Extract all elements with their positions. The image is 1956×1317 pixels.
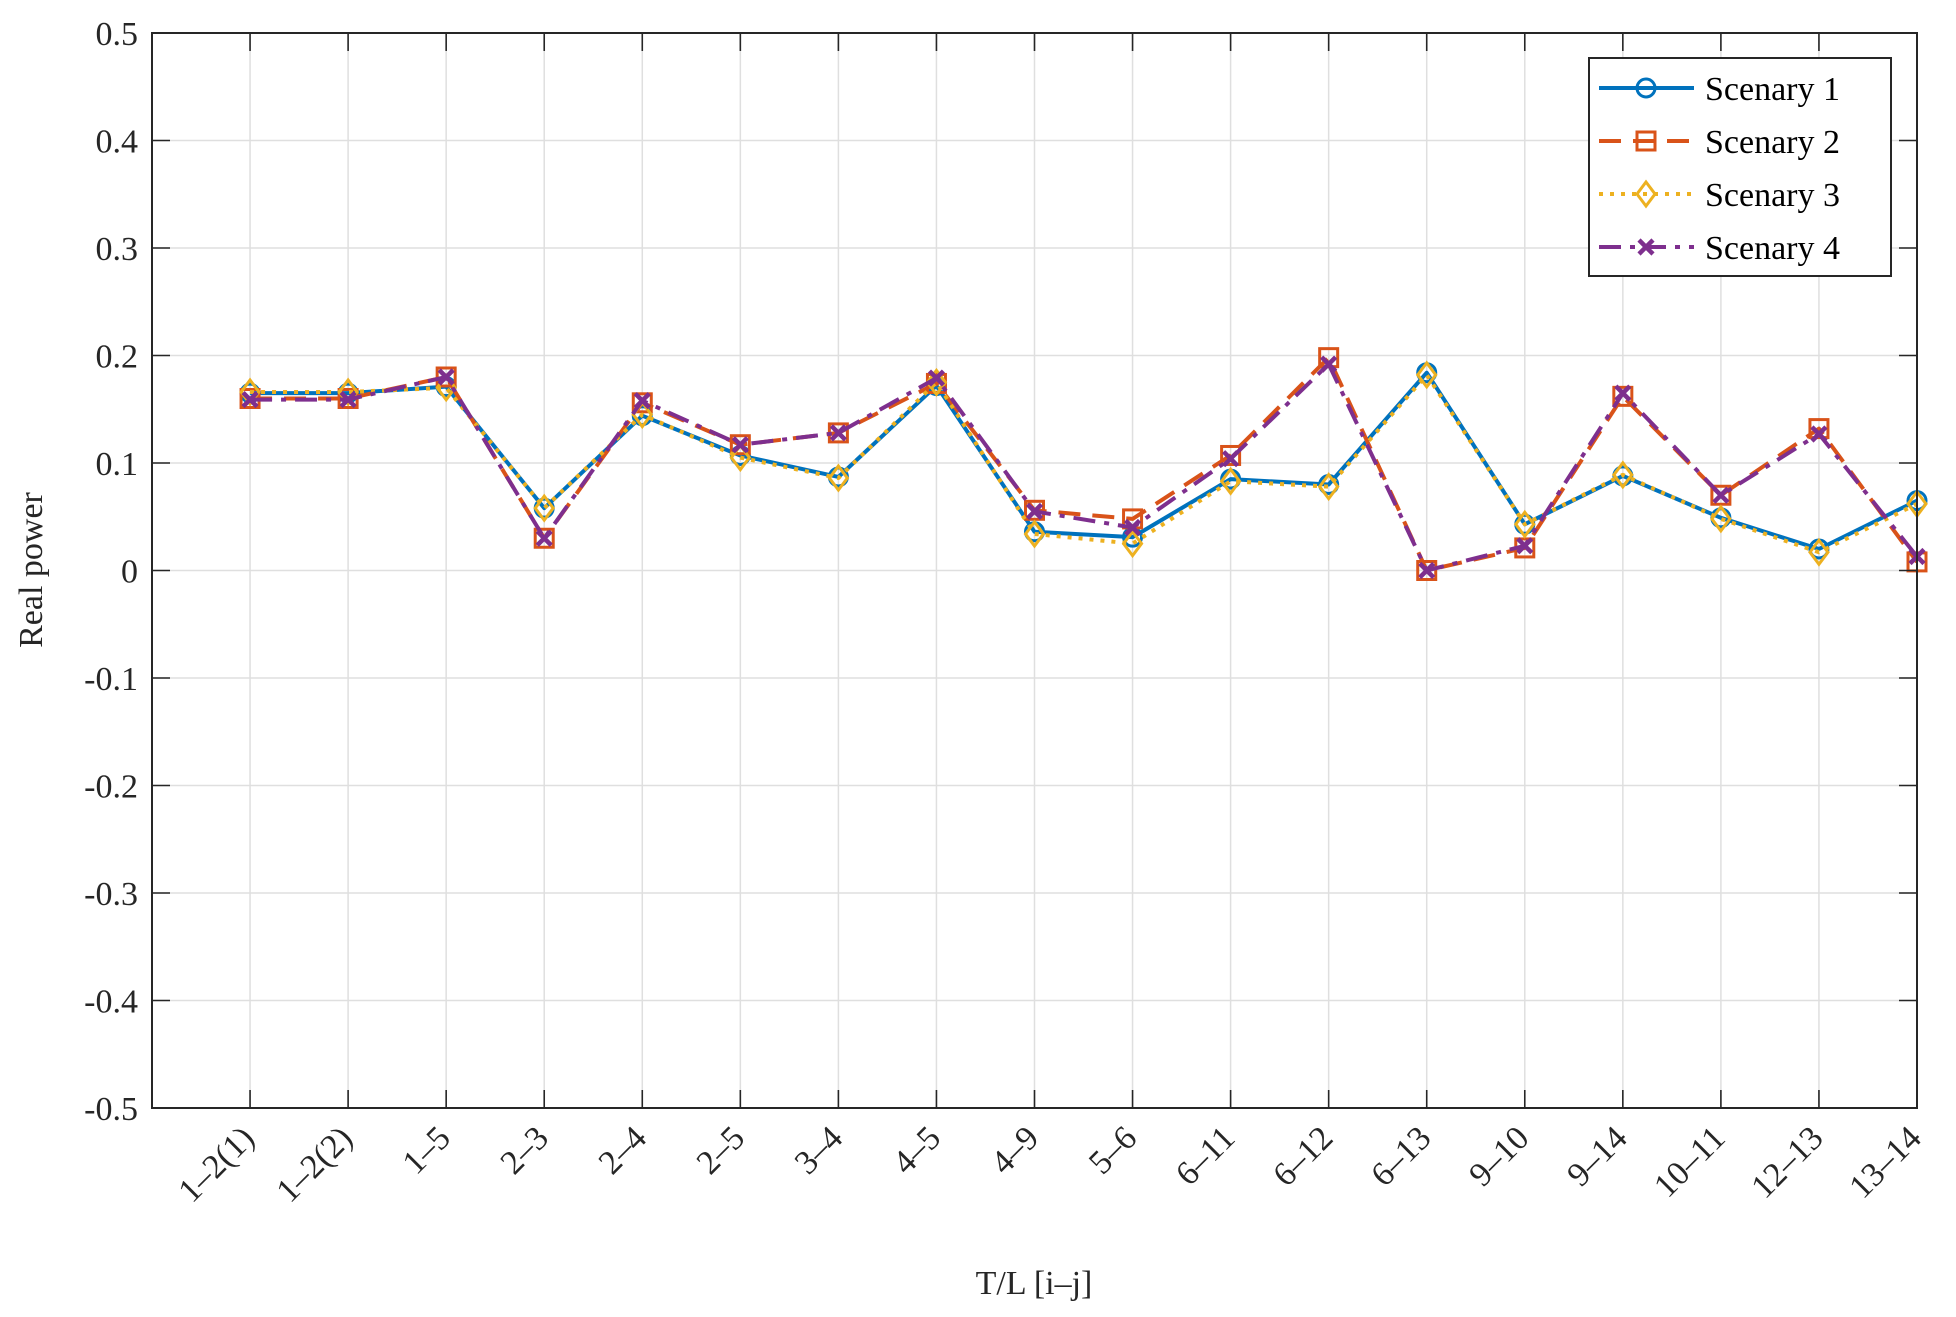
diamond-marker-icon xyxy=(1121,529,1144,559)
diamond-marker-icon xyxy=(1808,537,1830,567)
x-tick-label: 1–2(1) xyxy=(171,1119,261,1209)
x-marker-icon xyxy=(731,436,749,454)
legend-item-4: Scenary 4 xyxy=(1599,230,1840,267)
x-tick-label: 3–4 xyxy=(788,1119,850,1181)
square-marker-icon xyxy=(631,392,653,414)
series-1 xyxy=(239,362,1928,560)
diamond-marker-icon xyxy=(827,463,850,493)
x-marker-icon xyxy=(829,424,847,442)
x-tick-label: 6–11 xyxy=(1169,1119,1242,1192)
diamond-marker-icon xyxy=(925,367,948,397)
legend: Scenary 1 Scenary 2 Scenary 3 Scenary 4 xyxy=(1588,57,1892,277)
square-marker-icon xyxy=(1710,484,1732,506)
x-marker-icon xyxy=(241,390,259,409)
x-marker-icon xyxy=(1810,425,1828,443)
y-tick-label: 0 xyxy=(121,554,138,591)
square-marker-icon xyxy=(1612,385,1634,407)
x-marker-icon xyxy=(1614,384,1632,402)
x-marker-icon xyxy=(437,368,455,386)
x-marker-icon xyxy=(1222,450,1240,468)
x-marker-icon xyxy=(927,369,946,387)
y-tick-label: 0.1 xyxy=(96,446,139,483)
diamond-marker-icon xyxy=(1023,519,1046,549)
x-tick-label: 2–5 xyxy=(690,1119,752,1181)
x-marker-icon xyxy=(1712,486,1730,504)
x-marker-icon xyxy=(1025,502,1044,520)
x-marker-icon xyxy=(1123,518,1142,537)
diamond-marker-icon xyxy=(1513,509,1536,539)
diamond-marker-icon xyxy=(337,377,359,407)
data-series xyxy=(239,347,1928,581)
square-marker-icon xyxy=(1808,418,1830,440)
square-marker-icon xyxy=(729,434,751,456)
diamond-marker-icon xyxy=(239,377,261,407)
x-tick-label: 10–11 xyxy=(1647,1119,1732,1204)
diamond-marker-icon xyxy=(533,493,556,523)
diamond-marker-icon xyxy=(1710,504,1732,534)
square-marker-icon xyxy=(1220,444,1242,466)
legend-item-1: Scenary 1 xyxy=(1599,71,1840,108)
series-3 xyxy=(239,360,1928,567)
square-marker-icon xyxy=(1416,560,1438,581)
series-line xyxy=(250,362,1919,573)
x-tick-label: 13–14 xyxy=(1842,1119,1928,1205)
y-tick-label: -0.1 xyxy=(84,661,138,698)
diamond-marker-icon xyxy=(1415,360,1438,390)
square-marker-icon xyxy=(435,366,457,388)
y-tick-label: -0.4 xyxy=(84,984,138,1021)
y-tick-label: 0.5 xyxy=(96,16,139,53)
x-tick-label: 1–5 xyxy=(396,1119,458,1181)
legend-item-3: Scenary 3 xyxy=(1599,177,1840,214)
x-tick-label: 6–13 xyxy=(1364,1119,1438,1193)
series-line xyxy=(250,370,1918,551)
square-marker-icon xyxy=(1024,499,1045,521)
x-tick-label: 5–6 xyxy=(1082,1119,1144,1181)
series-2 xyxy=(239,347,1928,581)
diamond-marker-icon xyxy=(1317,472,1340,502)
diamond-marker-icon xyxy=(1219,466,1242,496)
x-tick-label: 9–10 xyxy=(1462,1119,1536,1193)
x-marker-icon xyxy=(1320,355,1338,373)
x-tick-label: 4–9 xyxy=(984,1119,1046,1181)
x-tick-label: 2–3 xyxy=(494,1119,556,1181)
y-tick-label: -0.2 xyxy=(84,769,138,806)
square-marker-icon xyxy=(1635,130,1657,152)
legend-label: Scenary 4 xyxy=(1705,230,1840,267)
square-marker-icon xyxy=(533,527,555,549)
legend-label: Scenary 1 xyxy=(1705,71,1840,108)
x-marker-icon xyxy=(1516,537,1534,555)
diamond-marker-icon xyxy=(1635,179,1657,209)
y-tick-label: 0.4 xyxy=(96,124,139,161)
x-tick-label: 2–4 xyxy=(592,1119,654,1181)
series-4 xyxy=(241,355,1926,580)
diamond-marker-icon xyxy=(1611,460,1634,490)
x-marker-icon xyxy=(339,390,357,409)
y-tick-label: 0.3 xyxy=(96,231,139,268)
y-axis-title: Real power xyxy=(13,491,50,647)
x-marker-icon xyxy=(1418,561,1436,580)
y-axis-ticks: -0.5 -0.4 -0.3 -0.2 -0.1 0 0.1 0.2 0.3 0.4 0.5 xyxy=(84,16,1917,1128)
x-marker-icon xyxy=(535,529,553,547)
series-line xyxy=(250,355,1919,573)
x-marker-icon xyxy=(1637,238,1655,256)
circle-marker-icon xyxy=(1635,77,1657,99)
gridlines xyxy=(152,33,1918,1108)
x-axis-title: T/L [i–j] xyxy=(976,1265,1093,1302)
x-tick-label: 1–2(2) xyxy=(270,1119,360,1209)
legend-label: Scenary 2 xyxy=(1705,124,1840,161)
y-tick-label: -0.3 xyxy=(84,876,138,913)
x-tick-label: 9–14 xyxy=(1560,1119,1634,1193)
x-tick-label: 6–12 xyxy=(1266,1119,1340,1193)
x-tick-label: 4–5 xyxy=(886,1119,948,1181)
x-tick-label: 12–13 xyxy=(1744,1119,1830,1205)
legend-label: Scenary 3 xyxy=(1705,177,1840,214)
y-tick-label: 0.2 xyxy=(96,339,139,376)
y-tick-label: -0.5 xyxy=(84,1091,138,1128)
x-marker-icon xyxy=(633,392,651,410)
legend-item-2: Scenary 2 xyxy=(1599,124,1840,161)
diamond-marker-icon xyxy=(729,443,752,473)
